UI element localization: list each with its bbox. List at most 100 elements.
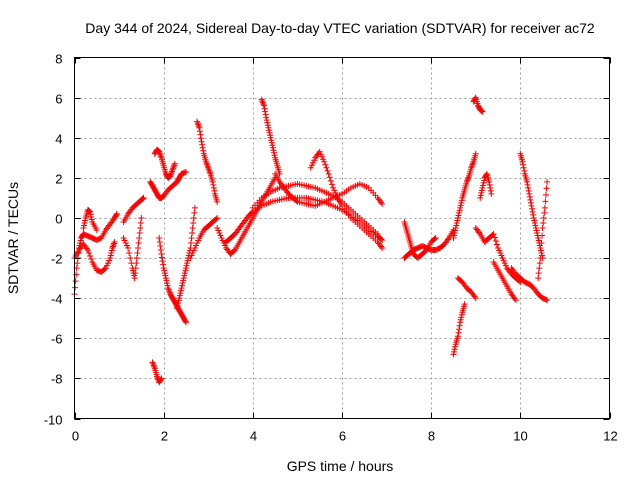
- data-point: [127, 255, 134, 262]
- series-seg22: [470, 94, 486, 115]
- data-point: [541, 209, 548, 216]
- data-point: [528, 202, 535, 209]
- series-seg3: [80, 206, 100, 233]
- data-point: [199, 144, 206, 151]
- data-point: [157, 247, 164, 254]
- data-point: [497, 250, 504, 257]
- data-point: [181, 270, 188, 277]
- data-point: [458, 199, 465, 206]
- data-point: [477, 194, 484, 201]
- data-point: [453, 219, 460, 226]
- data-point: [535, 275, 542, 282]
- data-point: [230, 248, 237, 255]
- data-point: [534, 229, 541, 236]
- data-point: [269, 142, 276, 149]
- data-point: [524, 181, 531, 188]
- data-point: [455, 329, 462, 336]
- data-point: [456, 207, 463, 214]
- data-point: [102, 265, 109, 272]
- data-point: [328, 181, 335, 188]
- data-point: [188, 252, 195, 259]
- data-point: [158, 375, 165, 382]
- data-point: [457, 204, 464, 211]
- data-point: [171, 160, 178, 167]
- data-point: [134, 250, 141, 257]
- data-point: [452, 224, 459, 231]
- data-point: [540, 219, 547, 226]
- data-point: [520, 164, 527, 171]
- data-point: [120, 235, 127, 241]
- data-point: [187, 255, 194, 262]
- data-point: [525, 184, 532, 191]
- grid: [74, 57, 610, 419]
- data-point: [108, 250, 115, 257]
- data-point: [264, 122, 271, 129]
- data-point: [271, 149, 278, 156]
- data-point: [88, 256, 95, 263]
- data-point: [451, 229, 458, 236]
- data-point: [213, 215, 220, 222]
- data-point: [330, 184, 337, 191]
- data-point: [538, 250, 545, 257]
- data-point: [457, 319, 464, 326]
- data-point: [450, 351, 457, 358]
- data-point: [453, 222, 460, 229]
- data-point: [541, 204, 548, 211]
- data-point: [264, 119, 271, 126]
- data-point: [106, 257, 113, 264]
- x-tick-label: 10: [513, 429, 527, 444]
- data-point: [140, 195, 147, 202]
- data-point: [321, 158, 328, 165]
- data-point: [157, 243, 164, 250]
- data-point: [214, 224, 221, 231]
- data-point: [187, 240, 194, 247]
- data-point: [248, 209, 255, 216]
- x-tick-label: 2: [161, 429, 168, 444]
- data-point: [156, 239, 163, 246]
- y-tick-label: -2: [51, 252, 63, 267]
- data-point: [310, 159, 317, 166]
- data-point: [80, 224, 87, 231]
- data-point: [454, 333, 461, 340]
- data-point: [266, 129, 273, 136]
- data-point: [458, 197, 465, 204]
- data-point: [544, 178, 551, 185]
- data-point: [77, 237, 84, 244]
- data-point: [93, 226, 100, 233]
- data-point: [535, 270, 542, 277]
- data-point: [271, 152, 278, 159]
- data-point: [137, 219, 144, 226]
- data-point: [479, 108, 486, 115]
- series-seg21: [450, 150, 479, 241]
- data-point: [478, 187, 485, 194]
- data-point: [210, 184, 217, 191]
- series-seg15: [258, 96, 283, 177]
- data-point: [182, 267, 189, 274]
- data-point: [182, 318, 189, 325]
- data-point: [259, 99, 266, 106]
- data-point: [525, 187, 532, 194]
- data-point: [190, 219, 197, 226]
- x-axis-label: GPS time / hours: [287, 458, 394, 474]
- data-point: [176, 295, 183, 302]
- data-point: [122, 240, 129, 247]
- series-seg20: [401, 218, 439, 262]
- data-point: [196, 124, 203, 131]
- data-point: [164, 280, 171, 287]
- data-point: [192, 242, 199, 249]
- data-point: [500, 257, 507, 264]
- data-point: [535, 237, 542, 244]
- data-point: [311, 157, 318, 164]
- data-point: [456, 326, 463, 333]
- series-seg11: [194, 118, 221, 205]
- data-point: [182, 319, 189, 326]
- data-point: [267, 132, 274, 139]
- data-point: [457, 316, 464, 323]
- data-point: [487, 187, 494, 194]
- data-point: [488, 190, 495, 197]
- data-point: [265, 124, 272, 131]
- data-point: [378, 236, 385, 243]
- data-point: [539, 224, 546, 231]
- series-seg7: [151, 146, 178, 181]
- x-tick-label: 8: [428, 429, 435, 444]
